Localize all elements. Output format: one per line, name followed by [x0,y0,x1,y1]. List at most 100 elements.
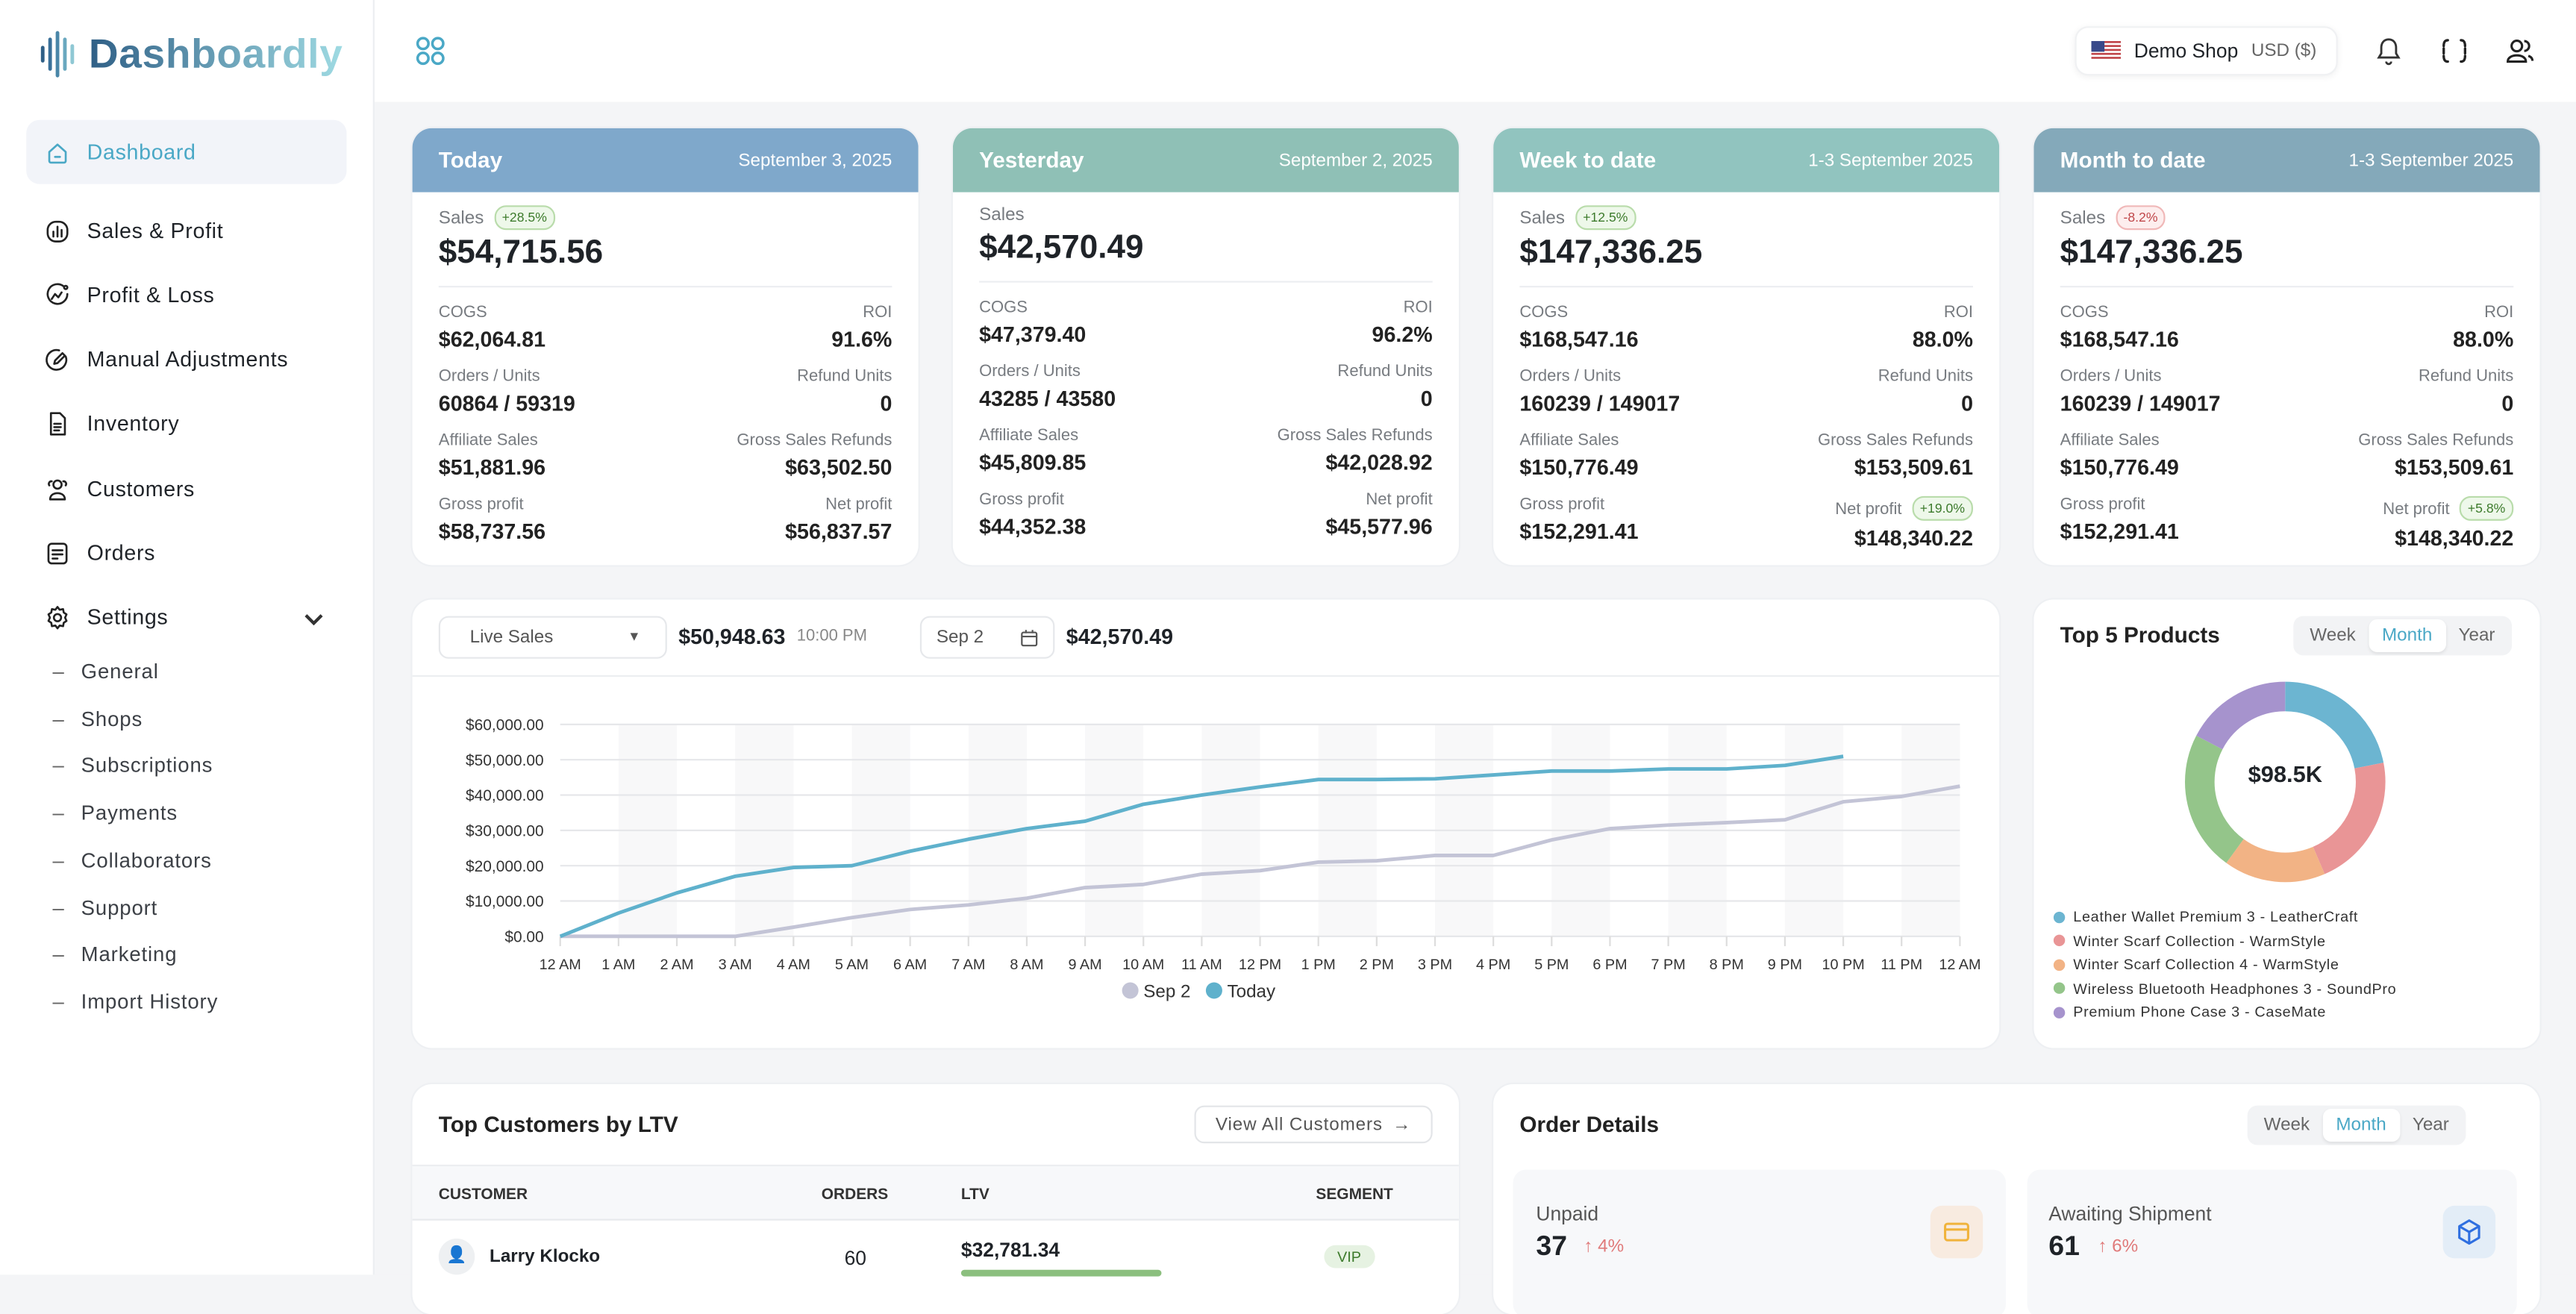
settings-item-import-history[interactable]: –Import History [52,990,218,1013]
sidebar-item-customers[interactable]: Customers [26,457,346,521]
settings-item-support[interactable]: –Support [52,896,157,919]
arrow-right-icon: → [1392,1115,1411,1134]
roi-label: ROI [1404,299,1433,317]
live-sales-card: Live Sales ▼ $50,948.63 10:00 PM Sep 2 $… [413,600,2000,1048]
legend-item[interactable]: Leather Wallet Premium 3 - LeatherCraft [2054,905,2396,929]
x-tick-label: 7 AM [951,957,985,973]
legend-dot [2054,983,2065,994]
kpi-title: Today [439,148,502,172]
donut-slice[interactable] [2285,696,2369,766]
sidebar-item-label: Profit & Loss [87,283,215,307]
stat-unpaid[interactable]: Unpaid 37 ↑ 4% [1513,1169,2006,1314]
tab-year[interactable]: Year [2399,1109,2462,1142]
sidebar-item-dashboard[interactable]: Dashboard [26,120,346,184]
stat-awaiting-shipment[interactable]: Awaiting Shipment 61 ↑ 6% [2028,1169,2517,1314]
table-row[interactable]: 👤 Larry Klocko 60 $32,781.34 VIP [413,1222,1459,1288]
net_profit-label: Net profit [825,496,892,514]
affiliate_sales-value: $150,776.49 [2060,455,2179,480]
cogs-value: $168,547.16 [1519,327,1638,351]
legend-label: Wireless Bluetooth Headphones 3 - SoundP… [2073,980,2396,997]
roi-label: ROI [1944,304,1973,322]
tab-month[interactable]: Month [2323,1109,2400,1142]
legend-item[interactable]: Wireless Bluetooth Headphones 3 - SoundP… [2054,977,2396,1001]
net_profit-value: $56,837.57 [785,519,892,544]
donut-total: $98.5K [2033,760,2536,786]
settings-item-collaborators[interactable]: –Collaborators [52,849,211,872]
logo[interactable]: Dashboardly [40,30,343,79]
net-profit-change-badge: +19.0% [1912,496,1973,521]
home-icon [44,139,70,165]
legend-label: Winter Scarf Collection 4 - WarmStyle [2073,957,2339,973]
affiliate_sales-value: $45,809.85 [979,450,1086,475]
x-tick-label: 8 AM [1010,957,1043,973]
dash: – [52,896,64,919]
top-customers-card: Top Customers by LTV View All Customers→… [413,1084,1459,1314]
settings-item-label: Payments [81,802,178,825]
top-products-donut [2033,600,2539,895]
legend-item[interactable]: Winter Scarf Collection - WarmStyle [2054,929,2396,953]
sales-value: $147,336.25 [2060,235,2514,287]
kpi-title: Month to date [2060,148,2206,172]
settings-item-shops[interactable]: –Shops [52,707,143,730]
live-sales-chart: $0.00$10,000.00$20,000.00$30,000.00$40,0… [413,600,2000,1048]
donut-slice[interactable] [2210,696,2286,742]
gross_sales_refunds-value: $153,509.61 [1818,455,1973,480]
legend-marker [1206,982,1222,998]
pencil-icon [44,345,70,372]
dash: – [52,754,64,778]
sidebar-item-label: Manual Adjustments [87,347,289,372]
donut-slice[interactable] [2235,851,2319,868]
settings-item-subscriptions[interactable]: –Subscriptions [52,754,213,778]
sidebar-item-sales-profit[interactable]: Sales & Profit [26,198,346,263]
legend-item[interactable]: Winter Scarf Collection 4 - WarmStyle [2054,953,2396,977]
sidebar-item-settings[interactable]: Settings [26,585,346,649]
customer-ltv: $32,781.34 [961,1239,1060,1262]
tab-week[interactable]: Week [2251,1109,2323,1142]
view-all-customers-button[interactable]: View All Customers → [1194,1106,1432,1144]
settings-item-marketing[interactable]: –Marketing [52,943,177,966]
sidebar-item-profit-loss[interactable]: Profit & Loss [26,263,346,327]
stat-change: 6% [2112,1237,2138,1257]
view-all-label: View All Customers [1216,1115,1383,1134]
us-flag-icon [2092,41,2122,60]
fullscreen-icon[interactable] [2438,34,2471,67]
net_profit-label: Net profit [2383,501,2449,519]
x-tick-label: 12 AM [1939,957,1981,973]
sales-change-badge: +28.5% [494,205,555,230]
orders_units-label: Orders / Units [2060,368,2221,386]
kpi-date: September 2, 2025 [1279,150,1433,169]
net_profit-label: Net profit [1835,501,1901,519]
gross_profit-label: Gross profit [1519,496,1638,514]
sidebar-item-label: Orders [87,540,155,565]
gross_profit-label: Gross profit [2060,496,2179,514]
settings-item-general[interactable]: –General [52,660,158,683]
sidebar-item-inventory[interactable]: Inventory [26,391,346,455]
gross_sales_refunds-value: $42,028.92 [1278,450,1433,475]
users-icon[interactable] [2504,34,2536,67]
sidebar-item-orders[interactable]: Orders [26,521,346,585]
legend-item[interactable]: Premium Phone Case 3 - CaseMate [2054,1001,2396,1024]
donut-slice[interactable] [2200,742,2235,851]
settings-item-payments[interactable]: –Payments [52,802,178,825]
refund_units-value: 0 [1878,391,1973,416]
sidebar-item-manual-adjustments[interactable]: Manual Adjustments [26,327,346,391]
net_profit-value: $148,340.22 [2383,525,2513,550]
shop-selector[interactable]: Demo Shop USD ($) [2075,26,2337,75]
roi-label: ROI [2484,304,2513,322]
bell-icon[interactable] [2372,34,2405,67]
legend-dot [2054,959,2065,970]
avatar: 👤 [439,1239,475,1274]
apps-grid-icon[interactable] [416,36,446,66]
refund_units-label: Refund Units [797,368,892,386]
orders_units-value: 43285 / 43580 [979,386,1116,410]
trend-icon [44,282,70,308]
cogs-label: COGS [2060,304,2179,322]
refund_units-label: Refund Units [1337,363,1432,381]
